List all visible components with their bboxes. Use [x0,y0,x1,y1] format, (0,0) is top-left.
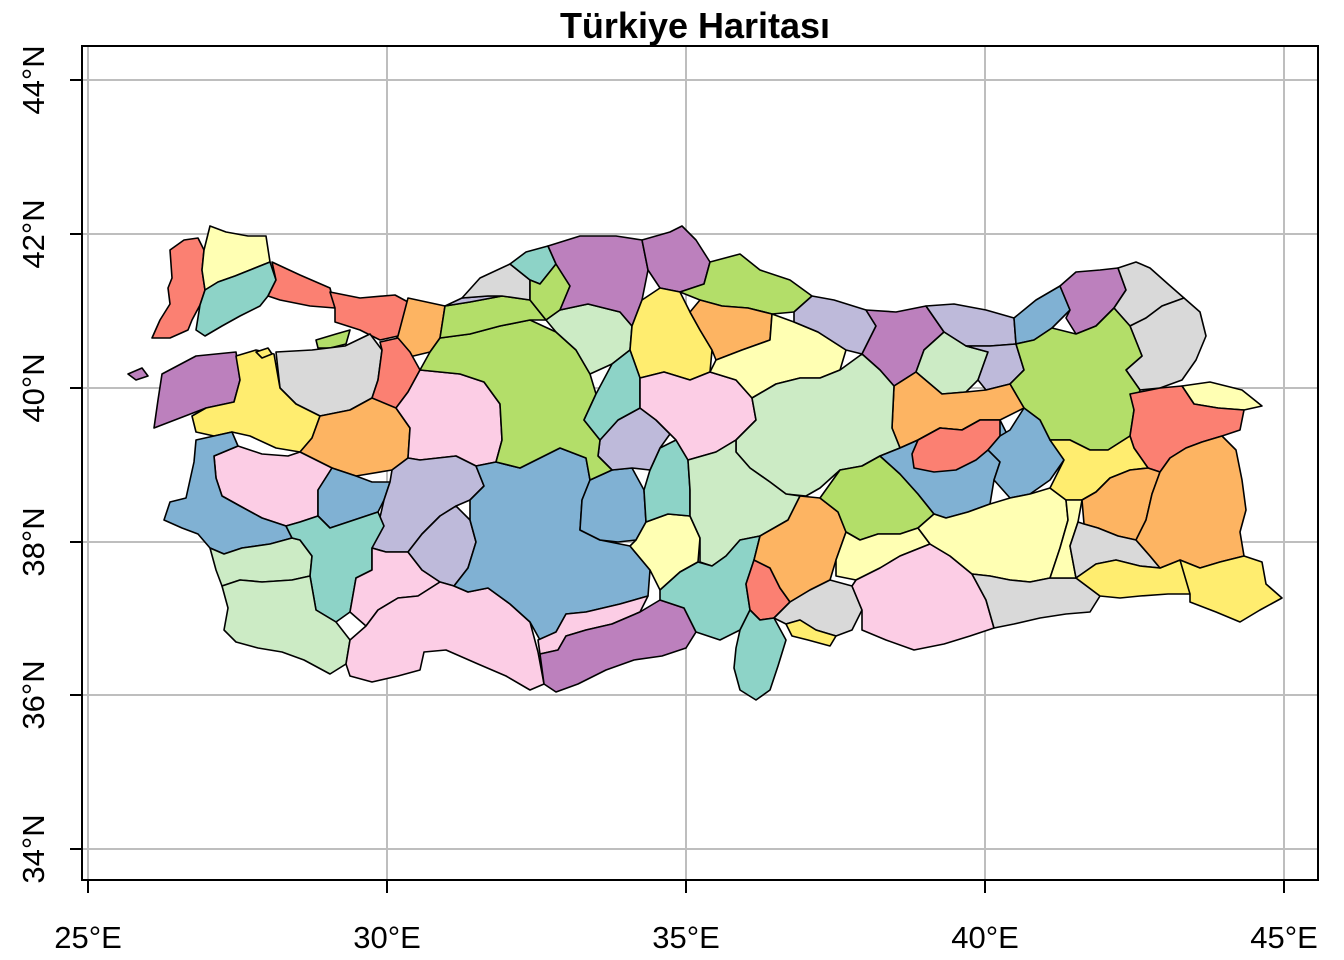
region-kilis[interactable] [785,619,837,647]
y-tick-label: 44°N [16,45,51,114]
x-tick-label: 40°E [951,920,1019,955]
region-balikesir[interactable] [191,349,321,453]
region-tekirdag[interactable] [195,261,277,337]
x-tick-label: 30°E [353,920,421,955]
region-sinop[interactable] [641,225,711,293]
region-istanbul[interactable] [267,261,336,309]
y-tick-label: 42°N [16,199,51,268]
map-title: Türkiye Haritası [560,5,830,46]
y-axis: 34°N 36°N 38°N 40°N 42°N 44°N [16,45,82,884]
region-antalya[interactable] [345,581,545,691]
region-ankara[interactable] [419,319,613,481]
y-tick-label: 40°N [16,353,51,422]
plot-frame [81,45,1319,881]
x-tick-label: 25°E [54,920,122,955]
region-bingol[interactable] [987,407,1071,499]
region-hakkari[interactable] [1179,555,1283,623]
region-gokceada[interactable] [127,367,149,381]
x-tick-label: 45°E [1250,920,1318,955]
y-tick-label: 34°N [16,814,51,883]
x-tick-label: 35°E [652,920,720,955]
region-yalova[interactable] [315,329,351,349]
region-edirne[interactable] [151,237,206,339]
region-kahramanmaras[interactable] [753,495,847,603]
x-axis: 25°E 30°E 35°E 40°E 45°E [54,880,1318,955]
region-kocaeli[interactable] [329,291,409,341]
provinces [127,225,1283,701]
region-marmara-island[interactable] [255,347,273,359]
region-hatay[interactable] [733,609,787,701]
region-mardin[interactable] [971,573,1101,629]
y-tick-label: 36°N [16,660,51,729]
y-tick-label: 38°N [16,507,51,576]
